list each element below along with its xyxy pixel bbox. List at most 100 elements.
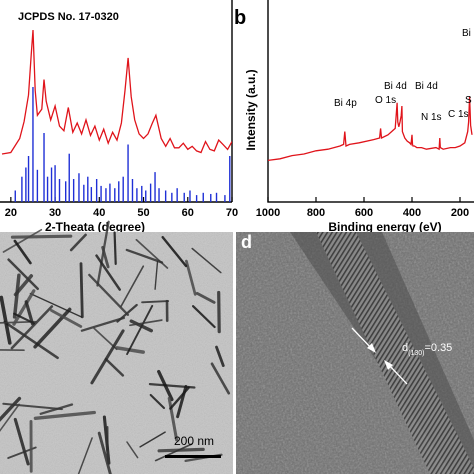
peak-label-c1s: C 1s xyxy=(448,109,469,120)
nanorod xyxy=(210,362,231,395)
nanorod xyxy=(10,234,73,239)
nanorod xyxy=(12,289,36,326)
nanorod xyxy=(96,220,110,287)
nanorod xyxy=(113,231,117,265)
nanorod xyxy=(191,247,222,274)
nanorod xyxy=(120,265,145,308)
nanorod xyxy=(169,386,190,410)
panel-b-x-ticks: 1000 800 600 400 200 xyxy=(256,197,469,219)
panel-a-tick-label: 20 xyxy=(5,207,17,219)
peak-label-o1s: O 1s xyxy=(375,95,396,106)
d-spacing-value: =0.35 xyxy=(424,342,452,354)
panel-d-letter: d xyxy=(241,232,252,252)
panel-a-tick-label: 30 xyxy=(49,207,61,219)
fringe-marker-arrow-bottom xyxy=(387,363,408,385)
panel-b-tick-label: 200 xyxy=(451,207,469,219)
nanorod xyxy=(50,309,83,328)
nanorod xyxy=(7,258,39,291)
peak-label-s: S xyxy=(465,95,472,106)
nanorod xyxy=(125,248,164,264)
panel-a-reference-bars xyxy=(14,87,231,202)
peak-label-n1s: N 1s xyxy=(421,112,442,123)
d-spacing-symbol: d xyxy=(402,342,408,354)
panel-b-xps: 1000 800 600 400 200 b Intensity (a.u.) Bind… xyxy=(234,0,474,234)
nanorod xyxy=(217,290,221,334)
panel-c-noise xyxy=(0,232,233,474)
nanorod xyxy=(129,319,154,333)
nanorod xyxy=(154,443,193,462)
panel-a-pattern-line xyxy=(1,29,232,155)
nanorod xyxy=(69,233,87,252)
nanorod xyxy=(97,431,112,474)
fringe-marker-arrowhead-bottom xyxy=(384,360,393,370)
nanorod xyxy=(2,228,43,253)
peak-label-bi4p: Bi 4p xyxy=(334,98,357,109)
nanorod xyxy=(161,235,188,268)
nanorod xyxy=(90,329,125,385)
nanorod xyxy=(0,295,12,345)
scale-bar-label: 200 nm xyxy=(174,434,214,448)
nanorod xyxy=(104,357,125,377)
panel-b-x-axis-label: Binding energy (eV) xyxy=(328,220,441,234)
peak-label-bi: Bi xyxy=(462,28,471,39)
nanorod xyxy=(126,304,154,356)
nanorod xyxy=(139,431,166,448)
nanorod xyxy=(157,369,174,402)
panel-d-hrtem-image: d d(130)=0.35 xyxy=(236,232,474,474)
nanorod xyxy=(192,305,216,329)
nanorod xyxy=(215,345,225,368)
panel-a-tick-label: 60 xyxy=(182,207,194,219)
nanorod xyxy=(33,410,96,420)
nanorod xyxy=(195,291,216,304)
panel-b-tick-label: 400 xyxy=(403,207,421,219)
nanorod xyxy=(0,396,22,422)
panel-b-frame xyxy=(267,0,474,203)
nanorods xyxy=(0,220,231,474)
d-spacing-label: d(130)=0.35 xyxy=(402,342,452,357)
panel-b-tick-label: 600 xyxy=(355,207,373,219)
fringe-marker-arrowhead-top xyxy=(367,343,376,353)
panel-a-reference-label: JCPDS No. 17-0320 xyxy=(18,11,119,23)
nanorod xyxy=(2,402,63,411)
nanorod xyxy=(102,415,111,465)
peak-label-bi4d-a: Bi 4d xyxy=(384,81,407,92)
crystal-lattice-band xyxy=(316,232,474,474)
nanorod xyxy=(185,259,197,296)
nanorod xyxy=(0,403,20,432)
panel-a-tick-label: 40 xyxy=(93,207,105,219)
peak-label-bi4d-b: Bi 4d xyxy=(415,81,438,92)
nanorod xyxy=(157,447,205,453)
scale-bar xyxy=(165,455,221,458)
d-spacing-subscript: (130) xyxy=(408,350,424,357)
nanorod xyxy=(13,417,30,466)
nanorod xyxy=(77,437,93,474)
panel-a-x-axis-label: 2-Theata (degree) xyxy=(45,220,145,234)
panel-a-tick-label: 70 xyxy=(226,207,238,219)
nanorod xyxy=(126,441,139,459)
nanorod xyxy=(3,320,59,360)
panel-a-tick-label: 50 xyxy=(137,207,149,219)
nanorod xyxy=(80,316,126,332)
nanorod xyxy=(24,300,35,326)
nanorod xyxy=(10,305,54,350)
panel-b-spectrum-line xyxy=(268,96,473,162)
nanorod xyxy=(33,307,72,349)
nanorod xyxy=(154,261,159,290)
nanorod xyxy=(29,292,83,318)
nanorod xyxy=(95,254,121,291)
panel-b-letter: b xyxy=(234,7,246,29)
panel-b-y-axis-label: Intensity (a.u.) xyxy=(244,69,258,150)
nanorod xyxy=(141,300,170,304)
fringe-marker-arrow-top xyxy=(351,327,373,350)
nanorod xyxy=(79,262,84,319)
panel-b-tick-label: 800 xyxy=(307,207,325,219)
nanorod xyxy=(88,273,130,316)
panel-a-xrd: 20 30 40 50 60 70 JCPDS No. 17-0320 2-Theata … xyxy=(0,0,238,234)
nanorod xyxy=(12,273,21,319)
panel-c-tem-image: 200 nm xyxy=(0,220,233,474)
panel-b-tick-label: 1000 xyxy=(256,207,280,219)
nanorod xyxy=(13,239,32,265)
nanorod xyxy=(149,393,166,410)
